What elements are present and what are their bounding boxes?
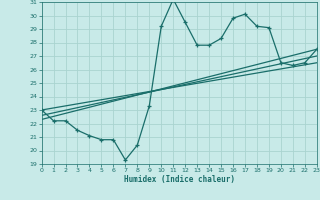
- X-axis label: Humidex (Indice chaleur): Humidex (Indice chaleur): [124, 175, 235, 184]
